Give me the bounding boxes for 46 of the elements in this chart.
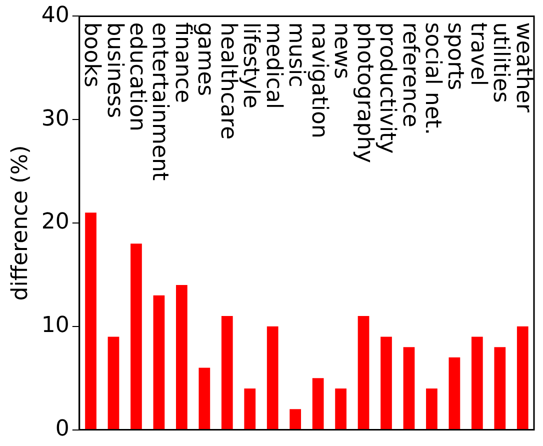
x-tick-label: education (124, 22, 150, 132)
bar (290, 409, 302, 430)
x-tick-label: utilities (488, 22, 514, 103)
bar (448, 357, 460, 430)
x-tick-label: reference (397, 22, 422, 128)
x-tick-label: productivity (374, 22, 400, 154)
y-tick-label: 0 (55, 416, 70, 442)
y-tick-label: 10 (41, 313, 70, 338)
bar (85, 212, 96, 430)
bar (312, 378, 324, 430)
x-tick-label: music (284, 22, 309, 88)
bar (198, 368, 210, 430)
bar (380, 336, 392, 430)
x-tick-label: photography (352, 22, 377, 164)
bar (266, 326, 278, 430)
x-tick-label: sports (442, 22, 468, 90)
y-tick-label: 20 (41, 210, 70, 235)
x-tick-label: books (79, 22, 104, 88)
y-tick-label: 40 (41, 2, 70, 28)
bar (426, 388, 438, 430)
x-tick-label: news (329, 22, 354, 80)
bar (244, 388, 256, 430)
bar (108, 336, 120, 430)
bar (358, 316, 370, 430)
bar (494, 347, 506, 430)
bar (403, 347, 415, 430)
x-tick-label: entertainment (147, 22, 172, 181)
y-tick-label: 30 (41, 106, 70, 132)
x-tick-label: lifestyle (238, 22, 264, 108)
y-axis-title: difference (%) (8, 145, 33, 301)
x-tick-label: games (192, 22, 218, 96)
bar (176, 285, 188, 430)
x-tick-label: social net. (420, 22, 445, 136)
x-tick-label: medical (260, 22, 286, 109)
bar (221, 316, 233, 430)
bar (471, 336, 483, 430)
bar (153, 295, 165, 430)
x-tick-label: weather (510, 22, 536, 114)
bar (516, 326, 528, 430)
bar (335, 388, 346, 430)
x-tick-label: navigation (306, 22, 332, 138)
x-tick-label: travel (465, 22, 490, 86)
x-tick-label: healthcare (215, 22, 240, 140)
bar (130, 244, 142, 430)
x-tick-label: finance (170, 22, 195, 104)
x-tick-label: business (102, 22, 127, 118)
